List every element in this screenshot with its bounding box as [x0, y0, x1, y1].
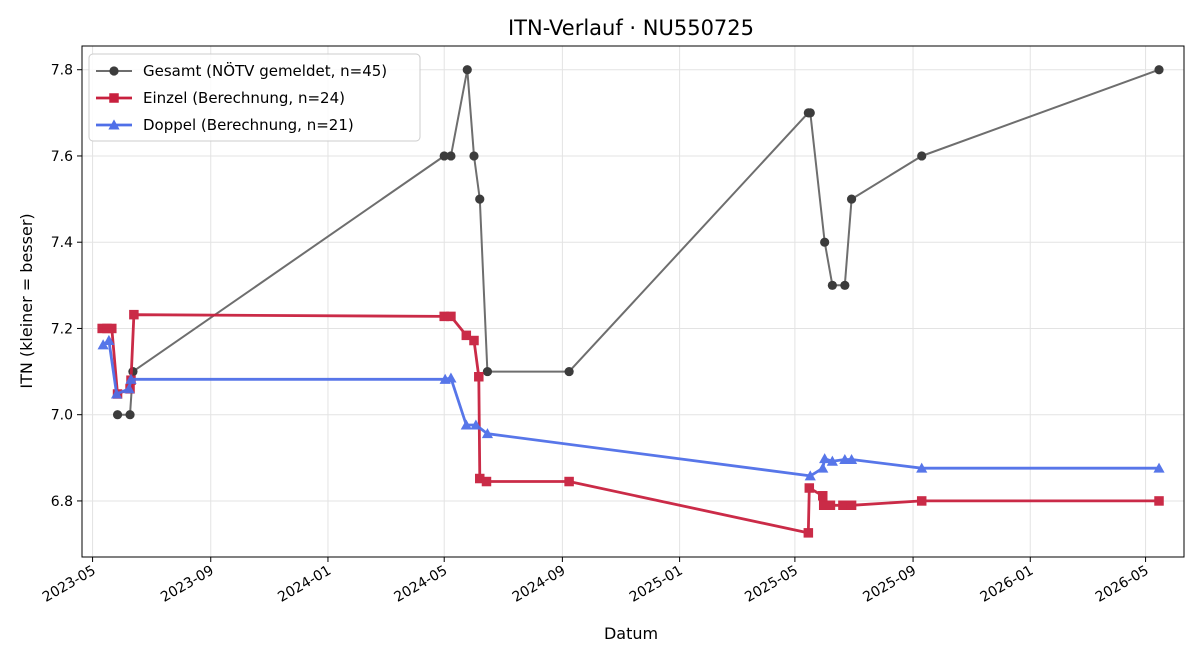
data-point: [838, 500, 848, 511]
data-point: [481, 428, 494, 439]
y-tick-label: 6.8: [51, 494, 73, 510]
y-tick-label: 7.4: [51, 235, 73, 251]
data-point: [804, 470, 816, 481]
data-point: [445, 372, 457, 383]
data-point: [826, 455, 838, 466]
plot-frame: [81, 45, 1185, 558]
series-line: [117, 68, 1160, 416]
data-point: [469, 335, 479, 346]
data-point: [818, 491, 828, 501]
data-point: [819, 453, 831, 464]
legend-box: [88, 53, 421, 142]
legend: Gesamt (NÖTV gemeldet, n=45) Einzel (Bere…: [88, 53, 421, 142]
legend-entry: Doppel (Berechnung, n=21): [96, 116, 354, 134]
chart-title: ITN-Verlauf · NU550725: [508, 16, 754, 40]
legend-label: Gesamt (NÖTV gemeldet, n=45): [143, 61, 387, 80]
data-point: [564, 366, 574, 377]
data-point: [446, 151, 456, 161]
data-point: [803, 528, 814, 538]
legend-swatch-marker: [109, 66, 119, 76]
x-axis-label: Datum: [604, 624, 658, 643]
data-point: [825, 500, 836, 511]
data-point: [97, 323, 107, 334]
y-tick-label: 7.6: [51, 149, 73, 165]
data-point: [827, 280, 837, 290]
legend-entry: Einzel (Berechnung, n=24): [96, 89, 345, 107]
y-axis-label: ITN (kleiner = besser): [17, 213, 36, 388]
data-point: [917, 151, 927, 161]
series-layer: [97, 65, 1165, 538]
legend-swatch-marker: [109, 93, 119, 103]
legend-label: Doppel (Berechnung, n=21): [143, 116, 354, 134]
y-tick-label: 7.2: [51, 321, 73, 337]
data-point: [817, 462, 829, 473]
data-point: [439, 151, 449, 161]
data-point: [123, 383, 135, 394]
data-point: [481, 476, 492, 487]
data-point: [1153, 462, 1165, 473]
data-point: [462, 65, 472, 75]
data-point: [129, 309, 139, 320]
y-axis: 6.8 7.0 7.2 7.4 7.6 7.8: [51, 63, 82, 510]
data-point: [469, 151, 479, 161]
data-point: [110, 388, 123, 399]
data-point: [474, 371, 484, 382]
data-point: [840, 280, 850, 290]
data-point: [846, 194, 857, 204]
data-point: [97, 339, 109, 350]
data-point: [818, 500, 829, 511]
data-point: [916, 496, 927, 506]
legend-entry: Gesamt (NÖTV gemeldet, n=45): [96, 61, 387, 80]
data-point: [125, 410, 135, 420]
data-point: [804, 483, 815, 493]
data-point: [439, 311, 449, 322]
data-point: [112, 410, 123, 420]
data-point: [916, 462, 928, 473]
legend-swatch-marker: [108, 119, 120, 130]
data-point: [1154, 65, 1164, 75]
data-point: [820, 237, 830, 247]
data-point: [845, 453, 858, 465]
data-point: [805, 108, 815, 118]
y-tick-label: 7.8: [51, 63, 73, 79]
data-point: [102, 323, 112, 334]
data-point: [107, 323, 117, 334]
legend-label: Einzel (Berechnung, n=24): [143, 89, 345, 107]
series-triangle: [97, 334, 1165, 481]
data-point: [482, 366, 493, 377]
data-point: [1154, 496, 1164, 506]
data-point: [475, 473, 485, 484]
data-point: [846, 500, 857, 511]
data-point: [461, 330, 472, 341]
data-point: [103, 334, 115, 346]
y-tick-label: 7.0: [51, 408, 73, 424]
data-point: [446, 311, 456, 322]
data-point: [475, 194, 485, 204]
data-point: [470, 419, 482, 430]
data-point: [125, 373, 137, 384]
data-point: [460, 419, 472, 430]
data-point: [564, 476, 574, 487]
